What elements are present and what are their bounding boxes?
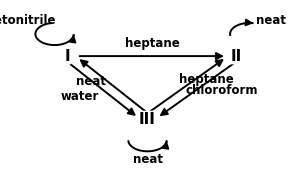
- Text: water: water: [60, 90, 99, 103]
- Text: neat: neat: [256, 14, 286, 27]
- Text: heptane: heptane: [179, 73, 234, 86]
- Text: acetonitrile: acetonitrile: [0, 14, 56, 27]
- Text: I: I: [65, 49, 71, 64]
- Text: chloroform: chloroform: [185, 84, 258, 97]
- Text: II: II: [230, 49, 242, 64]
- Text: neat: neat: [132, 153, 163, 166]
- Text: neat: neat: [76, 75, 106, 88]
- Text: heptane: heptane: [124, 37, 179, 50]
- Text: III: III: [139, 112, 156, 126]
